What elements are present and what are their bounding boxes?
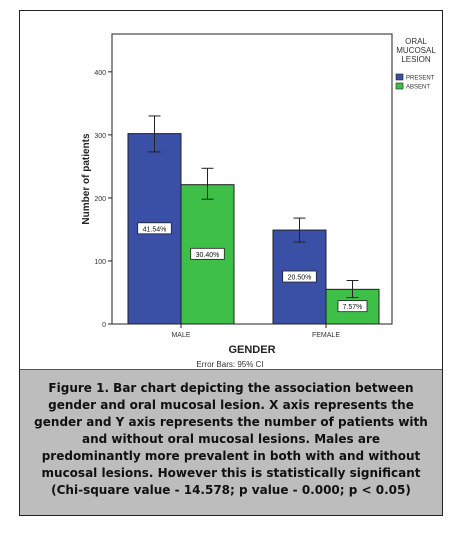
x-tick-label: FEMALE: [312, 332, 340, 339]
legend-title-line: ORAL: [405, 37, 427, 46]
legend-swatch-absent: [395, 82, 404, 90]
data-label: 41.54%: [143, 226, 167, 233]
y-axis-label: Number of patients: [81, 133, 92, 225]
y-tick-label: 200: [94, 196, 106, 203]
data-label: 7.57%: [343, 304, 363, 311]
legend-title-line: LESION: [401, 55, 431, 64]
figure-frame: 0 100 200 300 400 41.54% 30.40% 20.50% 7.57% MA…: [19, 10, 443, 516]
legend-swatch-present: [395, 73, 404, 81]
plot-panel: 0 100 200 300 400 41.54% 30.40% 20.50% 7.57% MA…: [20, 11, 442, 369]
data-labels-group: 41.54% 30.40% 20.50% 7.57%: [137, 222, 368, 313]
y-tick-label: 0: [102, 322, 106, 329]
y-tick-label: 400: [94, 70, 106, 77]
legend-label-present: PRESENT: [406, 76, 435, 82]
data-label-box: [137, 222, 172, 235]
data-label: 30.40%: [196, 252, 220, 259]
legend-label-absent: ABSENT: [406, 85, 430, 91]
legend-title-line: MUCOSAL: [396, 46, 436, 55]
error-bars-group: [148, 115, 359, 299]
bar-chart: 0 100 200 300 400 41.54% 30.40% 20.50% 7.57% MA…: [81, 33, 436, 356]
figure-caption: Figure 1. Bar chart depicting the associ…: [34, 381, 428, 497]
data-label-box: [190, 247, 225, 260]
x-axis-ticks: MALE FEMALE: [171, 324, 340, 339]
error-bars-footnote: Error Bars: 95% CI: [196, 360, 264, 369]
data-label: 20.50%: [288, 275, 312, 282]
x-tick-label: MALE: [171, 332, 190, 339]
y-axis-ticks: 0 100 200 300 400: [94, 70, 112, 329]
data-label-box: [282, 270, 317, 283]
bars-group: [127, 133, 380, 325]
x-axis-label: GENDER: [228, 344, 275, 356]
y-tick-label: 300: [94, 133, 106, 140]
data-label-box: [337, 300, 368, 313]
y-tick-label: 100: [94, 259, 106, 266]
caption-box: Figure 1. Bar chart depicting the associ…: [20, 369, 442, 515]
